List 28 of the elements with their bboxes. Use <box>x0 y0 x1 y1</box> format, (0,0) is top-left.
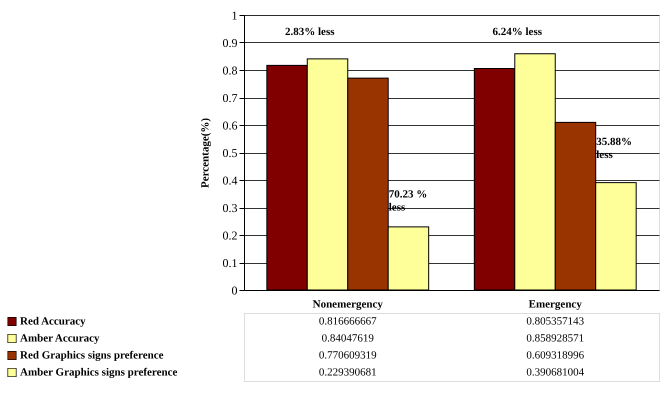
data-label: 0.816666667 <box>318 316 378 328</box>
x-tick-label: Emergency <box>528 298 582 310</box>
data-label: 0.609318996 <box>526 350 585 362</box>
data-label: 0.770609319 <box>318 350 378 362</box>
y-tick-label: 0.7 <box>222 91 238 105</box>
x-tick-label: Nonemergency <box>312 298 384 310</box>
y-tick-label: 1 <box>232 8 238 22</box>
annotation: 2.83% less <box>285 26 336 38</box>
y-axis-title: Percentage(%) <box>200 118 212 188</box>
y-tick-label: 0.1 <box>222 256 238 270</box>
legend-label: Amber Accuracy <box>20 332 100 344</box>
y-tick-label: 0.5 <box>222 146 238 160</box>
legend-label: Red Graphics signs preference <box>20 350 164 362</box>
data-label: 0.805357143 <box>526 316 585 328</box>
legend-label: Amber Graphics signs preference <box>20 366 178 378</box>
y-tick-label: 0.2 <box>222 228 238 242</box>
y-tick-label: 0.3 <box>222 201 238 215</box>
y-tick-label: 0.8 <box>222 64 238 78</box>
y-tick-label: 0 <box>232 284 238 298</box>
y-tick-label: 0.6 <box>222 118 238 132</box>
y-tick-label: 0.4 <box>222 174 238 188</box>
data-label: 0.84047619 <box>322 332 374 344</box>
annotation: 6.24% less <box>492 26 543 38</box>
data-label: 0.390681004 <box>526 366 585 378</box>
data-label: 0.229390681 <box>318 366 377 378</box>
legend-label: Red Accuracy <box>20 316 86 328</box>
data-label: 0.858928571 <box>526 332 584 344</box>
y-tick-label: 0.9 <box>222 36 238 50</box>
